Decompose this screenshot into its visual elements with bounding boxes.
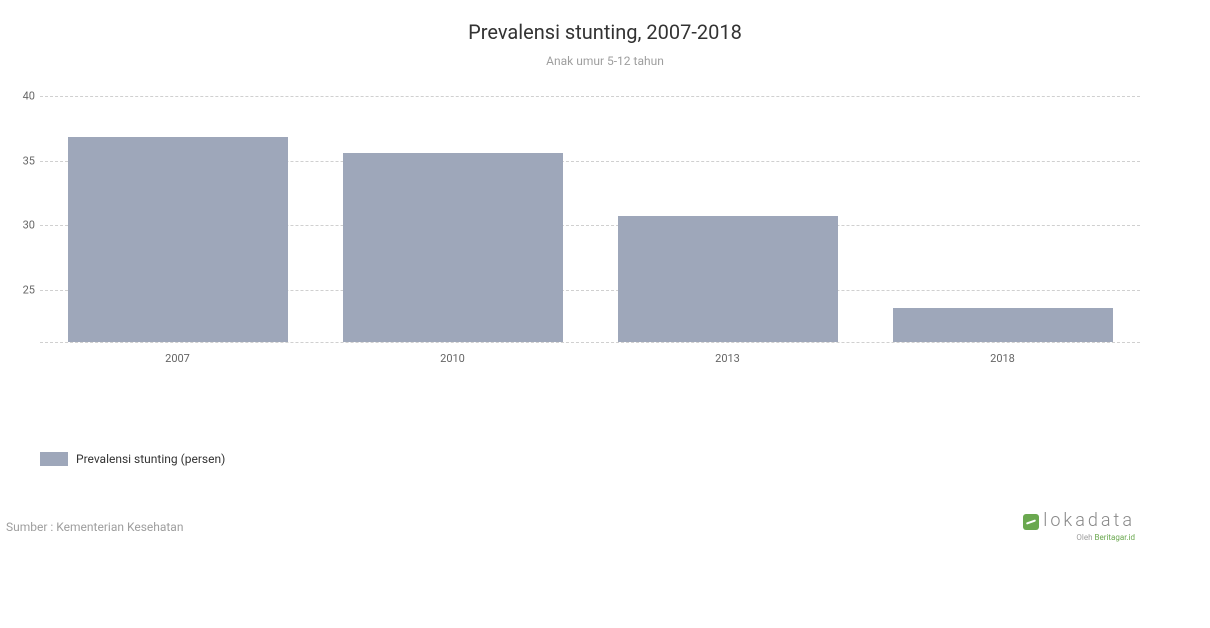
y-tick-label: 25 <box>10 284 35 297</box>
logo-sub-brand: Beritagar.id <box>1095 533 1136 542</box>
grid-baseline <box>40 342 1140 343</box>
bar <box>343 153 563 342</box>
x-tick-label: 2010 <box>440 352 465 365</box>
y-tick-label: 35 <box>10 154 35 167</box>
bar <box>893 308 1113 342</box>
logo-subtext: Oleh Beritagar.id <box>1023 533 1135 542</box>
legend-swatch <box>40 452 68 466</box>
logo-text: lokadata <box>1043 510 1135 531</box>
chart-subtitle: Anak umur 5-12 tahun <box>0 54 1210 68</box>
chart-title: Prevalensi stunting, 2007-2018 <box>0 20 1210 44</box>
x-axis-labels: 2007 2010 2013 2018 <box>40 352 1140 372</box>
leaf-icon <box>1023 514 1039 530</box>
x-tick-label: 2018 <box>990 352 1015 365</box>
x-tick-label: 2013 <box>715 352 740 365</box>
bar <box>618 216 838 342</box>
logo: lokadata Oleh Beritagar.id <box>1023 510 1135 542</box>
legend: Prevalensi stunting (persen) <box>40 452 225 466</box>
logo-sub-prefix: Oleh <box>1076 533 1094 542</box>
y-tick-label: 30 <box>10 219 35 232</box>
bar <box>68 137 288 342</box>
plot-area: 25303540 <box>40 96 1140 342</box>
legend-label: Prevalensi stunting (persen) <box>76 452 225 466</box>
bars-group <box>40 96 1140 342</box>
logo-main-row: lokadata <box>1023 510 1135 531</box>
chart-container: Prevalensi stunting, 2007-2018 Anak umur… <box>0 0 1210 68</box>
y-tick-label: 40 <box>10 90 35 103</box>
x-tick-label: 2007 <box>165 352 190 365</box>
source-text: Sumber : Kementerian Kesehatan <box>6 520 183 534</box>
